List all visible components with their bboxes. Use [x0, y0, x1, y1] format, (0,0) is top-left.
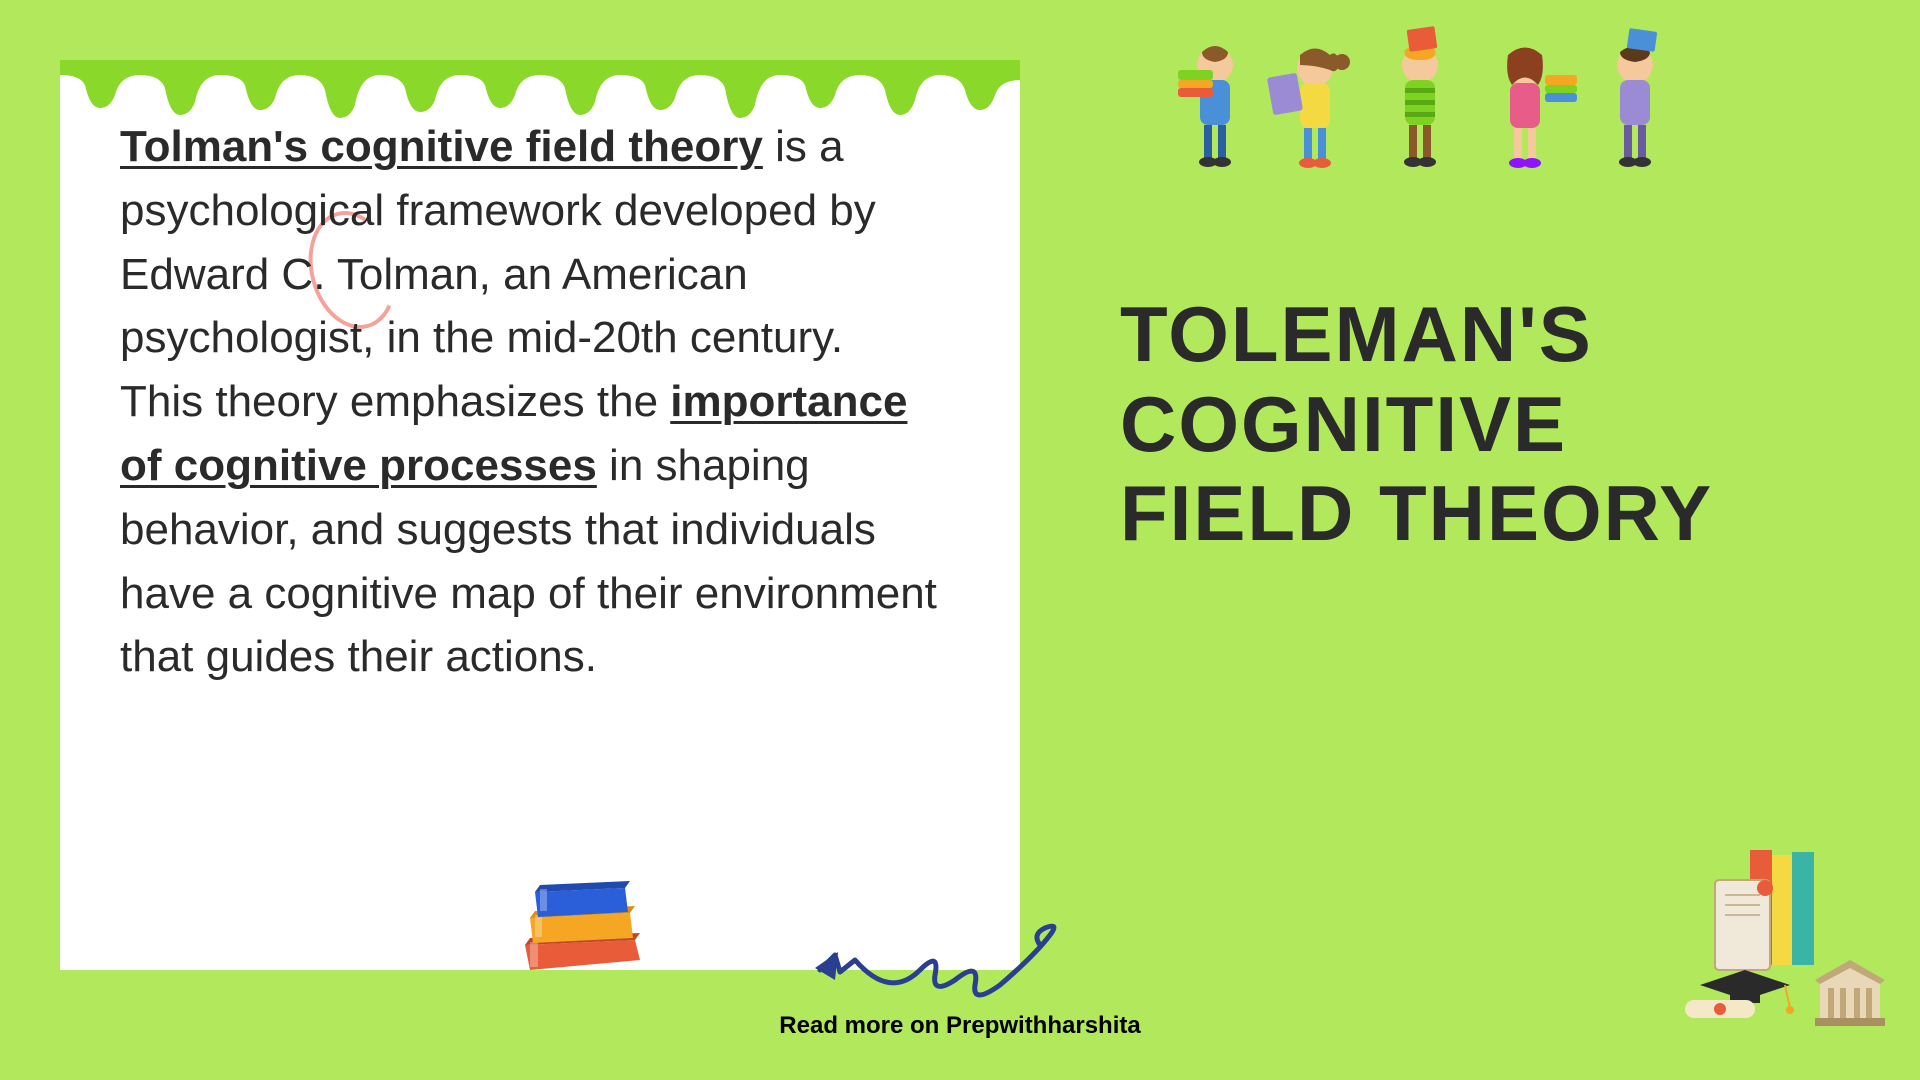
child-2-icon — [1267, 49, 1350, 169]
footer-text: Read more on Prepwithharshita — [779, 1012, 1140, 1040]
children-illustration — [1160, 20, 1700, 190]
child-1-icon — [1178, 46, 1233, 167]
child-5-icon — [1617, 28, 1657, 167]
books-corner-icon — [1670, 830, 1890, 1030]
body-paragraph: Tolman's cognitive field theory is a psy… — [120, 115, 960, 689]
content-card: Tolman's cognitive field theory is a psy… — [60, 75, 1020, 970]
child-4-icon — [1507, 48, 1577, 169]
drip-edge-decoration — [60, 60, 1020, 120]
books-stack-icon — [500, 850, 660, 980]
main-title: TOLEMAN'S COGNITIVE FIELD THEORY — [1120, 290, 1760, 559]
body-text-2-prefix: This theory emphasizes the — [120, 377, 670, 426]
child-3-icon — [1402, 26, 1438, 167]
underline-phrase-1: Tolman's cognitive field theory — [120, 122, 763, 171]
